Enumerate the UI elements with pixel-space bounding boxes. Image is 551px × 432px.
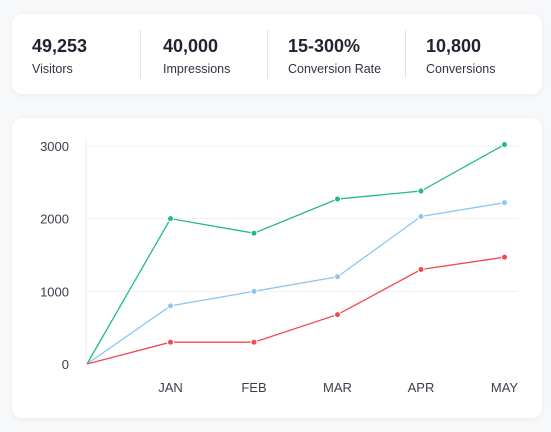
stats-card: 49,253 Visitors 40,000 Impressions 15-30… bbox=[12, 14, 542, 94]
stat-value: 49,253 bbox=[32, 36, 88, 56]
data-point bbox=[250, 287, 258, 295]
data-point bbox=[417, 266, 425, 274]
y-tick-label: 2000 bbox=[40, 212, 69, 227]
stat-value: 15-300% bbox=[288, 36, 361, 56]
stat-label: Conversion Rate bbox=[288, 62, 382, 76]
stat-label: Conversions bbox=[426, 62, 496, 76]
chart-card: 0 1000 2000 3000 JAN FEB MAR APR MAY bbox=[12, 118, 542, 418]
x-tick-label: MAR bbox=[323, 380, 352, 395]
line-chart: 0 1000 2000 3000 JAN FEB MAR APR MAY bbox=[40, 139, 519, 395]
data-point bbox=[334, 273, 341, 281]
x-tick-label: APR bbox=[408, 380, 435, 395]
data-point bbox=[417, 212, 425, 220]
series-line bbox=[86, 202, 505, 365]
data-point bbox=[167, 338, 174, 346]
data-point bbox=[167, 215, 174, 223]
stat-divider bbox=[140, 30, 141, 78]
x-tick-label: JAN bbox=[158, 380, 183, 395]
stat-divider bbox=[267, 30, 268, 78]
data-point bbox=[334, 195, 341, 203]
y-tick-label: 0 bbox=[62, 357, 69, 372]
x-tick-label: MAY bbox=[491, 380, 519, 395]
stat-value: 10,800 bbox=[426, 36, 482, 56]
data-point bbox=[417, 187, 425, 195]
y-tick-label: 1000 bbox=[40, 284, 69, 299]
stat-value: 40,000 bbox=[163, 36, 219, 56]
data-point bbox=[167, 302, 174, 310]
series-line bbox=[86, 256, 505, 365]
stat-label: Visitors bbox=[32, 62, 73, 76]
data-point bbox=[250, 229, 258, 237]
data-point bbox=[501, 199, 508, 207]
stat-divider bbox=[405, 30, 406, 78]
data-point bbox=[501, 141, 508, 149]
series-line bbox=[86, 143, 505, 365]
data-point bbox=[334, 311, 341, 319]
x-tick-label: FEB bbox=[241, 380, 266, 395]
data-point bbox=[501, 253, 508, 261]
data-point bbox=[250, 338, 258, 346]
stat-label: Impressions bbox=[163, 62, 231, 76]
y-tick-label: 3000 bbox=[40, 139, 69, 154]
